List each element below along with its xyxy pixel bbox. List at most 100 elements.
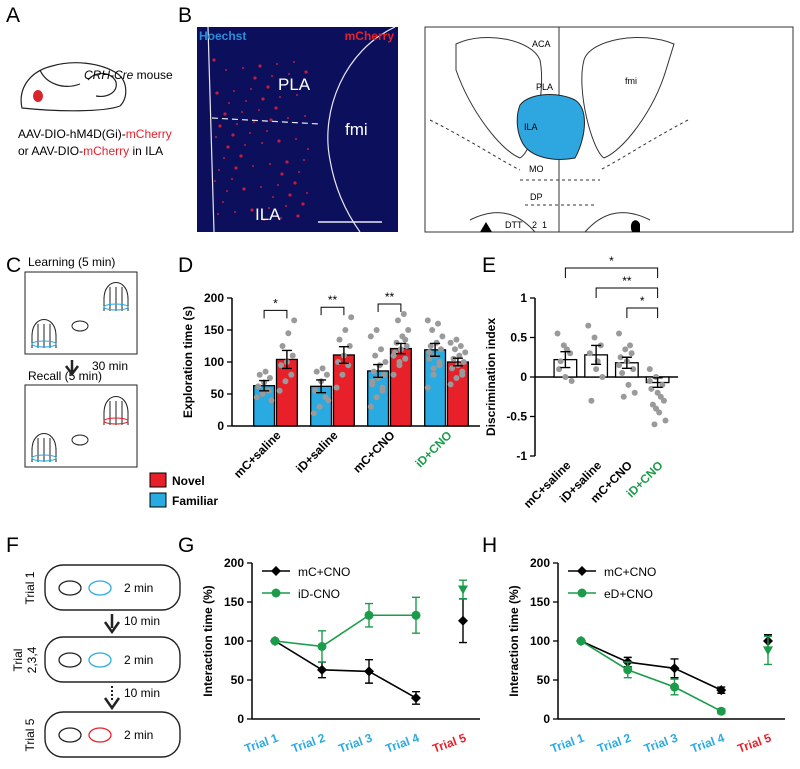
data-point: [313, 368, 320, 375]
data-point: [426, 349, 433, 356]
mouse: [71, 434, 89, 446]
mouse-label: CRH-Cre mouse: [84, 68, 173, 82]
cell: [296, 94, 298, 96]
cell: [271, 75, 273, 77]
data-point: [291, 317, 298, 324]
data-point: [586, 350, 593, 357]
labelled-cells: [212, 58, 309, 221]
data-point: [348, 314, 355, 321]
y-tick-label: 150: [530, 595, 550, 609]
mouse: [88, 727, 112, 743]
data-point: [253, 394, 260, 401]
data-point: [453, 375, 460, 381]
duration-label: 2 min: [124, 728, 153, 742]
cage: [31, 319, 57, 348]
y-tick-label: 150: [204, 323, 224, 337]
data-point: [460, 359, 467, 365]
data-point: [617, 354, 624, 361]
cell: [236, 123, 238, 125]
cell: [266, 130, 268, 132]
data-point: [651, 421, 658, 428]
data-point: [659, 381, 666, 388]
cell: [242, 187, 246, 191]
cage-top: [103, 396, 129, 414]
atlas-label: MO: [529, 164, 544, 174]
cell: [272, 196, 274, 198]
significance-label: **: [328, 293, 338, 307]
data-point: [646, 366, 653, 373]
phase-label: Recall (5 min): [28, 369, 102, 383]
virus-label: AAV-DIO-hM4D(Gi)-mCherry: [18, 127, 172, 141]
cell: [217, 213, 219, 215]
data-point: [319, 365, 326, 372]
panel-label: A: [6, 4, 20, 27]
data-point: [256, 371, 263, 378]
cell: [269, 118, 273, 122]
cell: [293, 181, 297, 185]
trial-label: Trial: [11, 649, 25, 672]
data-point: [451, 346, 458, 353]
data-point: [427, 343, 434, 349]
mouse: [58, 727, 82, 743]
x-tick-label: Trial 4: [689, 731, 727, 756]
cell: [253, 76, 257, 80]
cage-top: [31, 319, 57, 337]
data-point: [342, 327, 349, 333]
x-tick-label: Trial 1: [549, 731, 587, 756]
cell: [225, 69, 227, 71]
panel-label: F: [6, 534, 19, 557]
data-point: [557, 358, 564, 365]
data-point: [462, 349, 469, 356]
data-point: [627, 342, 634, 349]
data-point: [367, 403, 374, 410]
x-tick-label: Trial 4: [384, 731, 422, 756]
panel-label: D: [178, 254, 193, 277]
virus-text: mCherry: [83, 144, 129, 158]
cell: [218, 169, 220, 171]
error-bar: [281, 349, 292, 370]
cell: [260, 186, 262, 188]
y-tick-label: 1: [520, 291, 527, 305]
atlas-label: PLA: [536, 82, 553, 92]
delay-label: 30 min: [92, 359, 128, 373]
series-line: [274, 640, 417, 699]
delay-label: 10 min: [124, 686, 160, 700]
cell: [280, 172, 284, 176]
histology-image: [197, 27, 398, 232]
error-bar: [338, 345, 349, 364]
region-label: ILA: [255, 205, 281, 224]
data-point: [259, 391, 266, 397]
data-point: [585, 322, 592, 329]
data-point: [662, 417, 669, 424]
significance-label: *: [273, 296, 278, 310]
error-bar: [395, 342, 406, 355]
data-point: [653, 405, 660, 412]
data-point: [459, 371, 466, 378]
mouse: [58, 580, 82, 596]
data-point: [447, 339, 454, 346]
atlas-label: ILA: [524, 122, 538, 132]
data-point: [616, 330, 623, 337]
cell: [234, 211, 236, 213]
legend-label: eD+CNO: [604, 587, 653, 601]
data-point: [402, 355, 409, 362]
marker: [716, 706, 726, 716]
cage-top: [31, 433, 57, 451]
marker: [623, 665, 633, 675]
significance-bracket: [377, 303, 402, 312]
cell: [239, 154, 243, 158]
data-point: [346, 343, 353, 349]
cell: [258, 64, 262, 68]
marker: [411, 610, 421, 620]
panel-label: H: [482, 534, 497, 557]
data-point: [288, 371, 295, 378]
cell: [287, 117, 289, 119]
data-point: [370, 368, 377, 375]
cell: [234, 166, 238, 170]
cell: [284, 84, 286, 86]
x-tick-label: iD+saline: [293, 428, 341, 476]
series-line: [580, 640, 722, 691]
data-point: [373, 394, 380, 401]
data-point: [562, 374, 569, 380]
data-point: [456, 352, 463, 359]
